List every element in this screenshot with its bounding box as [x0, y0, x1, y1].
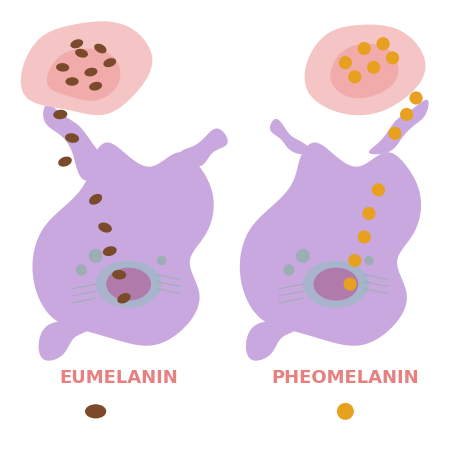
Ellipse shape [89, 194, 102, 205]
Ellipse shape [84, 68, 98, 76]
Ellipse shape [103, 246, 117, 256]
Polygon shape [38, 322, 87, 361]
Text: PHEOMELANIN: PHEOMELANIN [272, 369, 419, 387]
Polygon shape [305, 25, 426, 115]
Ellipse shape [56, 63, 69, 72]
Ellipse shape [314, 268, 358, 301]
Circle shape [357, 230, 371, 244]
Polygon shape [270, 119, 312, 155]
Polygon shape [180, 128, 228, 166]
Ellipse shape [303, 261, 369, 308]
Ellipse shape [98, 222, 112, 233]
Circle shape [400, 108, 413, 121]
Circle shape [296, 249, 310, 263]
Polygon shape [33, 142, 214, 346]
Circle shape [157, 256, 166, 265]
Circle shape [386, 51, 399, 64]
Ellipse shape [53, 110, 67, 119]
Ellipse shape [71, 39, 83, 49]
Circle shape [339, 56, 352, 69]
Polygon shape [47, 48, 120, 101]
Ellipse shape [75, 48, 88, 58]
Circle shape [362, 207, 375, 220]
Circle shape [348, 70, 361, 83]
Polygon shape [240, 142, 421, 346]
Circle shape [357, 42, 371, 55]
Circle shape [76, 264, 87, 276]
Circle shape [367, 61, 380, 74]
Polygon shape [369, 100, 428, 155]
Ellipse shape [106, 268, 151, 301]
Circle shape [376, 37, 390, 50]
Circle shape [364, 256, 374, 265]
Polygon shape [246, 322, 294, 361]
Ellipse shape [85, 404, 106, 419]
Circle shape [348, 254, 361, 267]
Ellipse shape [103, 58, 116, 67]
Ellipse shape [66, 77, 78, 86]
Ellipse shape [94, 44, 107, 54]
Ellipse shape [96, 261, 162, 308]
Circle shape [372, 183, 385, 197]
Ellipse shape [117, 293, 131, 303]
Circle shape [410, 91, 423, 105]
Circle shape [283, 264, 294, 276]
Circle shape [388, 127, 401, 140]
Polygon shape [21, 21, 152, 115]
Polygon shape [43, 105, 105, 181]
Text: EUMELANIN: EUMELANIN [60, 369, 179, 387]
Circle shape [89, 249, 103, 263]
Circle shape [337, 403, 354, 420]
Ellipse shape [58, 156, 72, 167]
Ellipse shape [90, 82, 102, 91]
Polygon shape [330, 44, 398, 98]
Ellipse shape [112, 270, 126, 280]
Circle shape [344, 277, 357, 291]
Ellipse shape [65, 133, 79, 143]
